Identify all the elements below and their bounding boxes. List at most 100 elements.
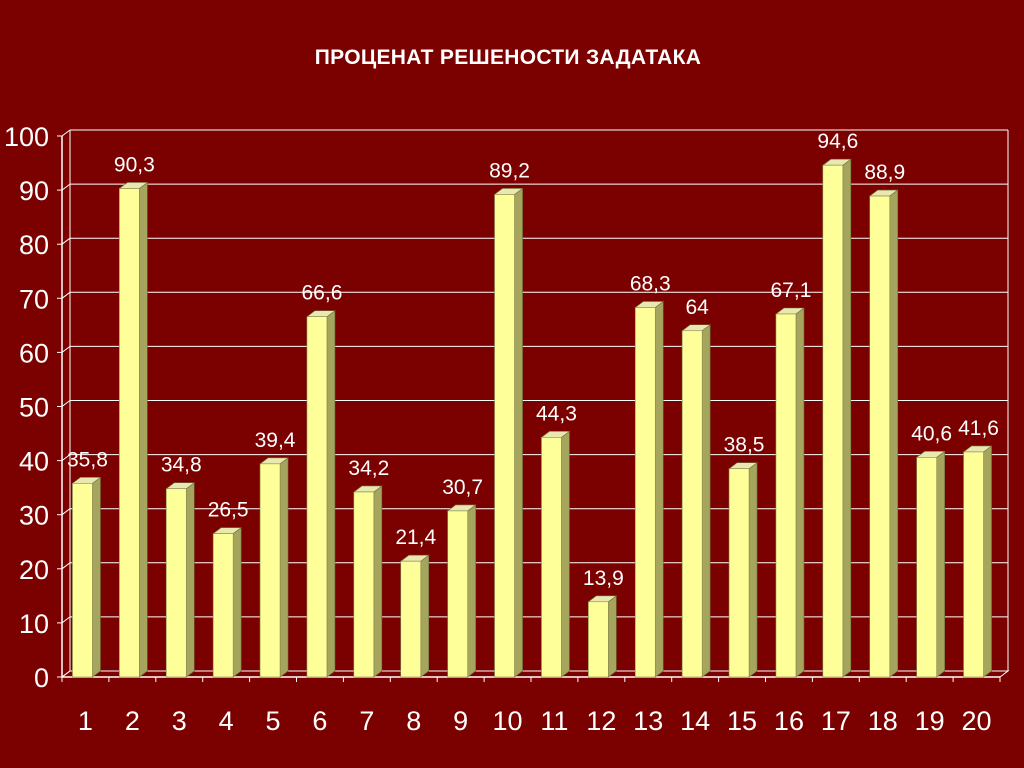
gridline-side	[61, 129, 71, 137]
data-label: 68,3	[630, 272, 671, 295]
bar	[119, 188, 140, 678]
x-tick-label: 18	[868, 706, 898, 736]
bar	[916, 457, 937, 678]
x-tick-label: 13	[633, 706, 663, 736]
bar-side	[795, 307, 805, 678]
bar	[400, 560, 422, 678]
data-label: 21,4	[395, 526, 436, 549]
gridline-side	[61, 400, 71, 407]
x-tick-label: 19	[915, 706, 945, 736]
data-label: 38,5	[724, 434, 765, 457]
label-layer: 35,8 90,3 34,8 26,5 39,4 66,6 34,2 21,4 30,7 89,2…	[67, 130, 999, 590]
gridline-side	[61, 237, 71, 245]
gridline-side	[61, 454, 71, 462]
y-tick-label: 30	[19, 501, 49, 531]
axis-layer	[60, 130, 1010, 678]
x-tick-label: 17	[821, 706, 851, 736]
bar	[447, 510, 468, 678]
bar	[681, 330, 703, 678]
bar-side	[748, 462, 758, 678]
x-tick-label: 6	[312, 706, 327, 736]
bar	[353, 491, 375, 678]
data-label: 26,5	[208, 499, 249, 522]
bar-side	[279, 457, 289, 678]
x-tick-label: 20	[962, 706, 992, 736]
data-label: 66,6	[302, 282, 343, 305]
bar	[165, 488, 187, 678]
x-tick-label: 11	[540, 706, 568, 736]
y-tick-label: 50	[19, 393, 49, 423]
bar-layer	[71, 158, 993, 678]
bar	[634, 307, 656, 678]
x-tick-label: 15	[727, 706, 757, 736]
x-tick-label: 7	[359, 706, 374, 736]
bar-side	[608, 595, 617, 678]
data-label: 34,8	[161, 454, 202, 477]
gridline-side	[61, 183, 71, 191]
x-tick-label: 2	[125, 706, 140, 736]
bar-side	[92, 476, 101, 678]
gridline-side	[61, 345, 71, 353]
x-tick-label: 8	[406, 706, 421, 736]
data-label: 89,2	[489, 159, 530, 182]
bar-side	[514, 187, 523, 678]
y-tick-label: 100	[4, 122, 49, 152]
y-tick-label: 80	[19, 230, 49, 260]
y-tick-label: 40	[19, 447, 49, 477]
bar-side	[561, 430, 570, 678]
data-label: 90,3	[114, 153, 155, 176]
y-tick-label: 20	[19, 555, 49, 585]
data-label: 44,3	[536, 402, 577, 425]
x-tick-label: 16	[774, 706, 804, 736]
x-tick-label: 5	[266, 706, 281, 736]
bar	[869, 195, 891, 678]
data-label: 30,7	[442, 476, 483, 499]
gridline-side	[61, 291, 71, 299]
data-label: 35,8	[67, 448, 108, 471]
y-tick-label: 60	[19, 338, 49, 368]
gridline-side	[61, 616, 71, 624]
gridline-side	[61, 508, 71, 516]
bar-side	[185, 482, 195, 678]
bar	[728, 468, 750, 678]
x-tick-label: 3	[172, 706, 187, 736]
data-label: 88,9	[864, 161, 905, 184]
data-label: 13,9	[583, 567, 624, 590]
data-label: 34,2	[348, 457, 389, 480]
data-label: 41,6	[958, 417, 999, 440]
data-label: 67,1	[771, 279, 812, 302]
chart-title: ПРОЦЕНАТ РЕШЕНОСТИ ЗАДАТАКА	[314, 46, 702, 69]
x-tick-label: 1	[78, 706, 93, 736]
y-tick-label: 10	[19, 609, 49, 639]
data-label: 40,6	[911, 422, 952, 445]
data-label: 64	[685, 296, 709, 319]
data-label: 39,4	[255, 429, 296, 452]
bar	[588, 601, 609, 678]
y-tick-label: 0	[34, 663, 49, 693]
bar	[212, 533, 234, 678]
bar	[494, 194, 515, 678]
gridline-side	[61, 562, 71, 570]
bar-side	[373, 485, 383, 678]
bar-side	[326, 310, 336, 678]
floor	[60, 670, 1010, 678]
y-tick-label: 90	[19, 176, 49, 206]
bar	[306, 316, 328, 678]
bar	[775, 313, 797, 678]
bar	[259, 463, 281, 678]
bar-side	[139, 181, 148, 678]
bar-side	[936, 450, 945, 678]
bar	[822, 164, 844, 678]
bar	[541, 437, 562, 678]
bar-side	[842, 158, 852, 678]
x-tick-label: 4	[219, 706, 234, 736]
data-label: 94,6	[817, 130, 858, 153]
bar-side	[983, 445, 992, 678]
x-tick-label: 10	[493, 706, 523, 736]
bar-side	[889, 189, 899, 678]
y-tick-label: 70	[19, 284, 49, 314]
x-tick-label: 9	[453, 706, 468, 736]
